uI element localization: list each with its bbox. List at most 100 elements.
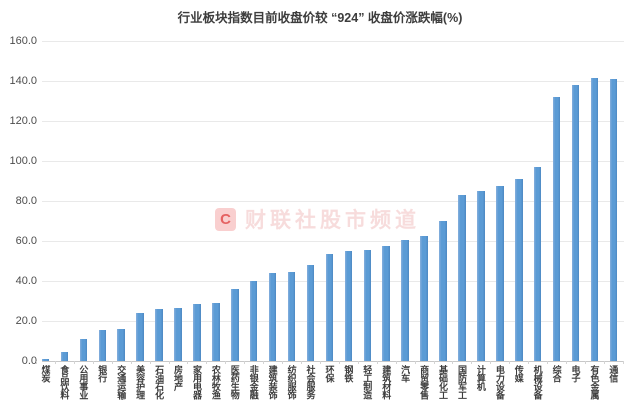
watermark-text: 财联社股市频道	[245, 209, 420, 232]
x-axis-tick	[54, 361, 56, 364]
bar	[287, 271, 296, 361]
y-axis-tick-label: 0.0	[21, 355, 37, 367]
gridline	[42, 41, 624, 42]
x-axis-label: 房地产	[173, 365, 183, 391]
x-axis-tick	[111, 361, 113, 364]
x-axis-tick	[433, 361, 435, 364]
x-axis-tick	[414, 361, 416, 364]
x-axis-tick	[603, 361, 605, 364]
y-axis-tick-label: 140.0	[9, 75, 37, 87]
x-axis-label: 钢铁	[343, 365, 354, 382]
bar	[136, 312, 144, 361]
bar	[401, 240, 409, 361]
cls-logo-icon: C	[215, 207, 236, 231]
gridline	[42, 121, 624, 122]
x-axis-tick	[585, 361, 586, 364]
x-axis-label: 社会服务	[305, 365, 316, 399]
x-axis-tick	[130, 361, 132, 364]
bar	[609, 79, 618, 361]
bar	[212, 302, 220, 361]
y-axis-tick-label: 40.0	[15, 275, 37, 287]
x-axis-label: 煤炭	[40, 365, 51, 382]
gridline	[42, 241, 624, 242]
x-axis-label: 家用电器	[191, 365, 202, 399]
x-axis-label: 公用事业	[78, 365, 89, 399]
x-axis-tick	[622, 361, 624, 364]
x-axis-label: 汽车	[400, 365, 411, 382]
x-axis-label: 美容护理	[135, 365, 146, 399]
bar	[458, 195, 466, 361]
bar	[249, 280, 258, 361]
x-axis-label: 石油石化	[154, 365, 165, 399]
x-axis-tick	[36, 361, 38, 364]
x-axis-tick	[319, 361, 321, 364]
bar	[98, 330, 107, 361]
x-axis-label: 轻工制造	[362, 365, 373, 399]
x-axis-tick	[471, 361, 473, 364]
bar	[268, 273, 277, 361]
x-axis-tick	[547, 361, 549, 364]
x-axis-tick	[73, 361, 75, 364]
y-axis-tick-label: 20.0	[15, 315, 37, 327]
x-axis-line	[42, 361, 624, 362]
x-axis-tick	[528, 361, 530, 364]
x-axis-label: 机械设备	[532, 365, 543, 399]
x-axis-tick	[244, 361, 246, 364]
x-axis-tick	[301, 361, 303, 364]
x-axis-tick	[187, 361, 189, 364]
bar	[325, 254, 334, 361]
x-axis-tick	[92, 361, 94, 364]
x-axis-label: 计算机	[475, 365, 486, 391]
gridline	[42, 81, 624, 82]
bar	[496, 186, 504, 361]
gridline	[42, 161, 624, 162]
x-axis-tick	[452, 361, 454, 364]
bar	[231, 289, 239, 361]
x-axis-label: 纺织服饰	[286, 365, 297, 399]
x-axis-tick	[509, 361, 511, 364]
x-axis-tick	[263, 361, 265, 364]
bar	[382, 246, 390, 361]
bar	[439, 221, 447, 361]
bar	[344, 250, 353, 361]
y-axis-tick-label: 160.0	[9, 35, 37, 47]
x-axis-label: 环保	[324, 365, 335, 382]
x-axis-tick	[282, 361, 284, 364]
x-axis-label: 建筑材料	[381, 365, 392, 399]
x-axis-tick	[149, 361, 151, 364]
x-axis-tick	[566, 361, 568, 364]
x-axis-label: 基础化工	[438, 365, 449, 399]
x-axis-label: 医药生物	[229, 365, 240, 399]
bar	[117, 329, 125, 361]
x-axis-label: 电力设备	[494, 365, 505, 399]
x-axis-label: 农林牧渔	[210, 365, 221, 399]
x-axis-label: 国防军工	[456, 365, 467, 399]
bar	[552, 97, 561, 361]
chart-title: 行业板块指数目前收盘价较 “924” 收盘价涨跌幅(%)	[177, 11, 463, 25]
bar	[571, 85, 580, 361]
x-axis-label: 综合	[551, 365, 562, 382]
x-axis-tick	[357, 361, 359, 364]
x-axis-label: 建筑装饰	[267, 365, 278, 399]
x-axis-label: 商贸零售	[419, 365, 430, 399]
bar	[41, 359, 50, 361]
bar	[533, 167, 542, 361]
x-axis-tick	[395, 361, 397, 364]
x-axis-tick	[490, 361, 492, 364]
y-axis-tick-label: 120.0	[9, 115, 37, 127]
watermark: C 财联社股市频道	[215, 204, 420, 234]
bar	[306, 265, 315, 361]
bar	[155, 309, 163, 361]
x-axis-tick	[338, 361, 340, 364]
bar	[420, 235, 428, 361]
y-axis-tick-label: 60.0	[15, 235, 37, 247]
x-axis-label: 交通运输	[116, 365, 127, 399]
bar	[477, 191, 485, 361]
y-axis-tick-label: 100.0	[9, 155, 37, 167]
bar	[590, 78, 599, 361]
bar	[193, 304, 201, 361]
x-axis-label: 银行	[97, 365, 108, 382]
bar	[363, 249, 372, 361]
x-axis-label: 非银金融	[248, 365, 259, 399]
